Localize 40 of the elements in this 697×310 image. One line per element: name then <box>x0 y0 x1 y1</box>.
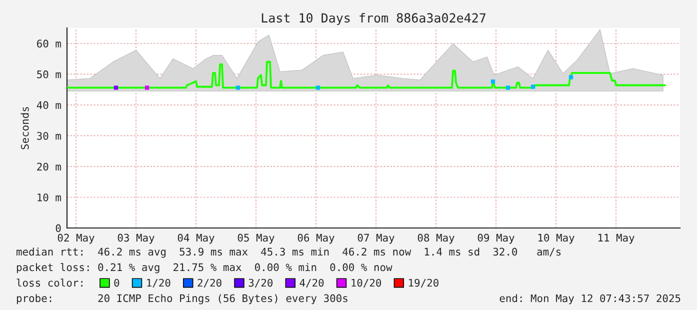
legend-label: 2/20 <box>198 278 222 288</box>
legend-label: 0 <box>114 278 120 287</box>
legend-label: 4/20 <box>300 278 324 288</box>
x-tick-label: 04 May <box>178 234 214 244</box>
point <box>236 86 240 90</box>
text: end: Mon May 12 07:43:57 2025 <box>500 294 680 304</box>
x-tick-label: 07 May <box>358 234 394 244</box>
line-series <box>67 60 666 89</box>
point <box>144 86 150 90</box>
x-tick-label: 11 May <box>598 234 634 244</box>
text: probe: 20 ICMP Echo Pings (56 Bytes) every 300s <box>16 294 348 304</box>
legend-title: loss color: <box>16 278 82 287</box>
x-tick-label: 02 May <box>58 234 94 244</box>
point <box>114 86 118 90</box>
legend-label: 19/20 <box>409 278 438 288</box>
x-tick-label: 09 May <box>478 234 514 244</box>
text: median rtt: 46.2 ms avg 53.9 ms max 45.3 ms min 46.2 ms now 1.4 ms sd 32.0 am/s <box>16 248 561 258</box>
chart-title: Last 10 Days from 886a3a02e427 <box>262 12 486 26</box>
point <box>568 75 574 80</box>
y-tick-label: 10 m <box>38 193 61 202</box>
point <box>506 86 510 90</box>
x-tick-label: 06 May <box>298 234 334 244</box>
y-axis-title: Seconds <box>20 107 29 150</box>
legend-label: 10/20 <box>352 278 382 288</box>
text: packet loss: 0.21 % avg 21.75 % max 0.00 % min 0.00 % now <box>16 263 392 274</box>
y-tick-label: 60 m <box>37 40 61 48</box>
y-tick-label: 50 m <box>37 70 61 78</box>
point <box>490 79 496 84</box>
y-tick-label: 30 m <box>37 132 61 140</box>
y-tick-label: 40 m <box>36 101 61 110</box>
x-tick-label: 03 May <box>118 234 154 244</box>
y-tick-label: 0 <box>56 224 61 232</box>
legend-label: 3/20 <box>248 278 273 288</box>
point <box>316 86 320 90</box>
point <box>530 84 536 89</box>
x-tick-label: 10 May <box>538 234 574 244</box>
x-tick-label: 05 May <box>238 234 274 244</box>
legend-label: 1/20 <box>147 278 170 288</box>
y-tick-label: 20 m <box>37 162 61 171</box>
x-tick-label: 08 May <box>418 234 454 244</box>
